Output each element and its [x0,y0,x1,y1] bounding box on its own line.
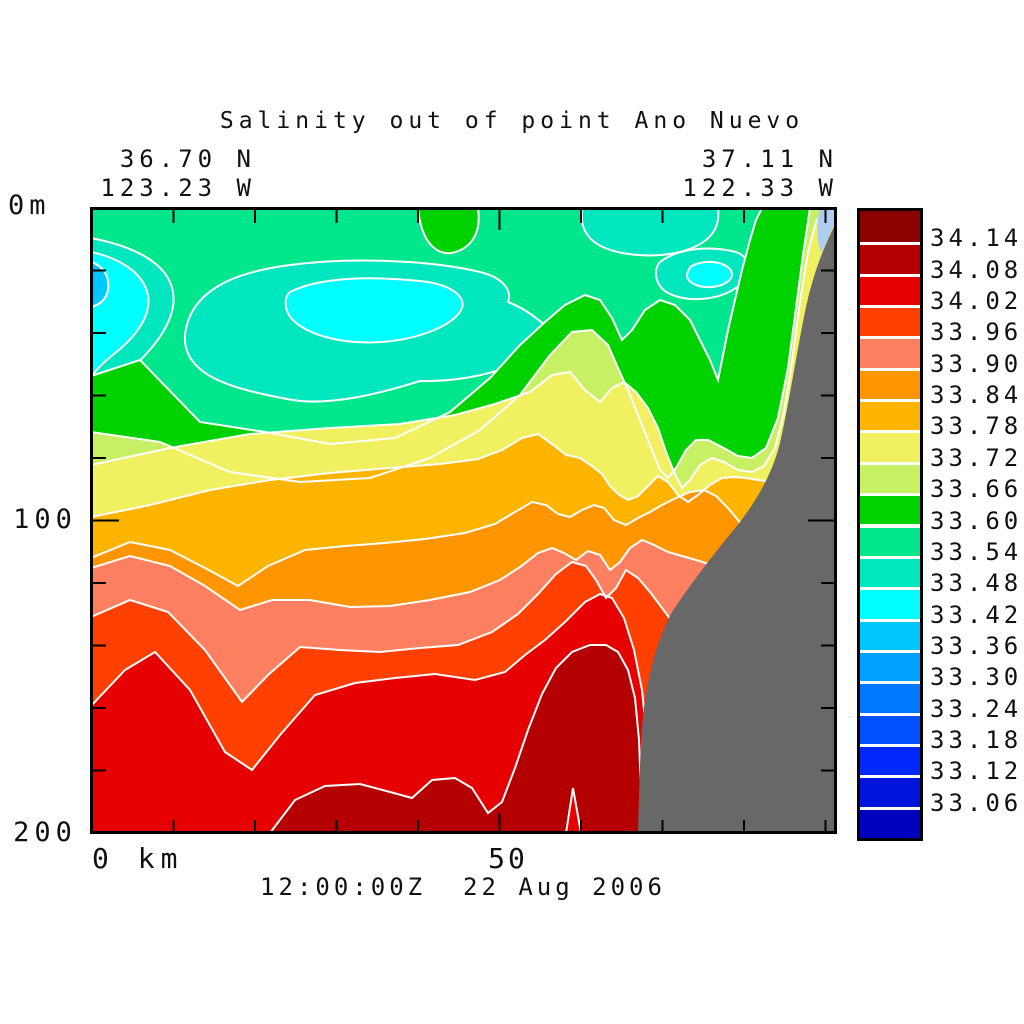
colorbar-segment [860,430,920,462]
colorbar-segment [860,242,920,274]
y-axis-label-0m: 0m [8,190,51,221]
colorbar-segment [860,211,920,243]
colorbar-label: 33.18 [930,725,1023,754]
colorbar-label: 33.60 [930,506,1023,535]
timestamp-label: 12:00:00Z 22 Aug 2006 [260,873,666,901]
colorbar-label: 34.08 [930,255,1023,284]
page-title: Salinity out of point Ano Nuevo [219,108,805,134]
colorbar-segment [860,399,920,431]
y-axis-label-200: 200 [13,817,77,848]
colorbar-segment [860,367,920,400]
colorbar-label: 33.30 [930,663,1023,692]
coastal-surface-sliver [817,208,836,252]
colorbar-label: 33.12 [930,757,1023,786]
colorbar-label: 33.48 [930,569,1023,598]
y-axis-label-100: 100 [13,504,77,535]
start-latitude: 36.70 N [119,145,256,173]
transect-start-coordinates: 36.70 N 123.23 W [56,145,256,203]
start-longitude: 123.23 W [100,174,256,202]
colorbar-segment [860,806,920,838]
end-longitude: 122.33 W [682,174,838,202]
colorbar-segment [860,649,920,682]
colorbar-segment [860,775,920,807]
colorbar-label: 33.36 [930,631,1023,660]
colorbar-segment [860,587,920,619]
colorbar-segment [860,336,920,368]
plot-border [90,207,837,834]
colorbar-segment [860,681,920,713]
colorbar-label: 33.72 [930,443,1023,472]
colorbar-label: 33.06 [930,788,1023,817]
colorbar-label: 34.14 [930,224,1023,253]
colorbar-label: 33.78 [930,412,1023,441]
colorbar-segment [860,493,920,525]
colorbar-segment [860,712,920,744]
colorbar-label: 33.24 [930,694,1023,723]
colorbar-segment [860,618,920,650]
colorbar-segment [860,461,920,494]
end-latitude: 37.11 N [701,145,838,173]
transect-end-coordinates: 37.11 N 122.33 W [638,145,838,203]
colorbar-label: 33.42 [930,600,1023,629]
colorbar-label: 34.02 [930,287,1023,316]
colorbar-segment [860,555,920,588]
x-axis-label-0km: 0 km [92,842,184,875]
colorbar-segment [860,273,920,306]
colorbar-label: 33.96 [930,318,1023,347]
colorbar [857,208,923,841]
axis-ticks [93,210,834,833]
colorbar-label: 33.54 [930,537,1023,566]
colorbar-segment [860,524,920,556]
colorbar-label: 33.90 [930,349,1023,378]
x-axis-label-50: 50 [488,842,528,875]
colorbar-segment [860,743,920,776]
contour-lines [91,208,826,833]
colorbar-segment [860,305,920,337]
colorbar-label: 33.66 [930,475,1023,504]
contour-field [91,208,836,833]
colorbar-label: 33.84 [930,381,1023,410]
bathymetry-mask [638,222,836,833]
